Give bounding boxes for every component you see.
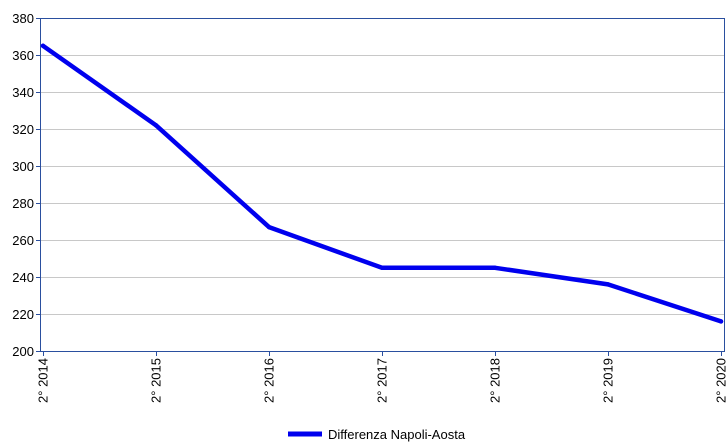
plot-area-frame (40, 18, 725, 352)
gridlines (41, 55, 724, 315)
axes (40, 18, 725, 352)
x-axis-ticks: 2° 2014 2° 2015 2° 2016 2° 2017 2° 2018 2° 20… (36, 351, 726, 403)
y-tick-label: 320 (12, 122, 34, 137)
x-tick-label: 2° 2016 (262, 358, 277, 403)
data-point (40, 43, 46, 48)
data-point (266, 224, 272, 230)
x-tick-label: 2° 2015 (149, 358, 164, 403)
x-tick-label: 2° 2019 (601, 358, 616, 403)
data-point (153, 123, 159, 128)
data-point (379, 265, 385, 270)
legend: Differenza Napoli-Aosta (288, 427, 466, 442)
series-group (40, 43, 724, 324)
y-tick-label: 360 (12, 48, 34, 63)
y-tick-label: 240 (12, 270, 34, 285)
data-point (605, 282, 611, 287)
y-tick-label: 300 (12, 159, 34, 174)
y-tick-label: 340 (12, 85, 34, 100)
y-tick-label: 280 (12, 196, 34, 211)
x-tick-label: 2° 2017 (375, 358, 390, 403)
legend-label: Differenza Napoli-Aosta (328, 427, 466, 442)
x-tick-label: 2° 2018 (488, 358, 503, 403)
data-point (718, 319, 724, 324)
y-tick-label: 220 (12, 307, 34, 322)
series-line-0 (40, 43, 724, 324)
y-tick-label: 260 (12, 233, 34, 248)
y-tick-label: 200 (12, 344, 34, 359)
x-tick-label: 2° 2020 (714, 358, 726, 403)
y-axis-ticks: 200 220 240 260 280 300 320 340 360 380 (12, 11, 41, 359)
x-tick-label: 2° 2014 (36, 358, 51, 403)
y-tick-label: 380 (12, 11, 34, 26)
data-point (492, 265, 498, 270)
